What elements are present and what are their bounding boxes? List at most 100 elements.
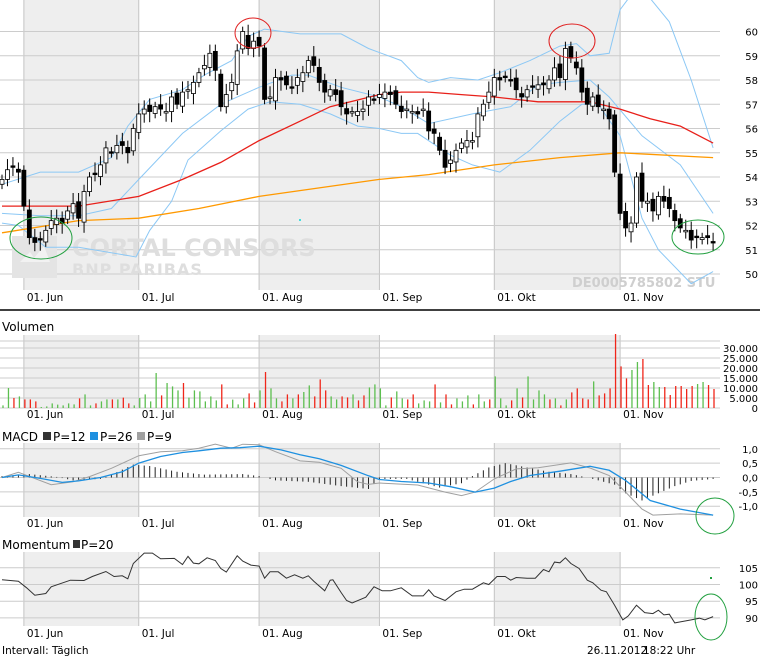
candle: [508, 68, 514, 87]
candle-body: [541, 82, 546, 86]
candle-body: [54, 217, 60, 225]
candle: [645, 192, 650, 212]
candle-body: [546, 79, 552, 90]
candle: [546, 75, 552, 94]
candle-body: [705, 235, 711, 239]
price-y-tick-label: 53: [745, 197, 758, 208]
candle: [530, 75, 535, 95]
candle-body: [212, 50, 218, 71]
volume-x-tick-label: 01. Jul: [142, 409, 175, 421]
price-y-tick-label: 59: [745, 52, 758, 63]
candle-body: [584, 87, 590, 105]
candle: [87, 172, 92, 197]
interval-label: Intervall: Täglich: [2, 645, 89, 657]
candle: [486, 81, 492, 110]
candle-body: [245, 34, 251, 49]
candle-body: [109, 151, 114, 154]
macd-x-tick-label: 01. Sep: [382, 518, 422, 530]
price-x-tick-label: 01. Nov: [623, 292, 664, 304]
legend-swatch-p20: [73, 540, 80, 548]
candle: [37, 231, 43, 251]
candle: [606, 102, 612, 130]
candle: [623, 202, 628, 237]
momentum-x-tick-label: 01. Okt: [497, 628, 536, 640]
candle: [316, 58, 322, 92]
candle: [349, 106, 355, 117]
candle: [453, 143, 459, 173]
legend-label-p9: P=9: [147, 430, 172, 444]
candle: [557, 55, 563, 87]
candle: [420, 98, 426, 117]
candle-body: [371, 98, 377, 101]
candle-body: [360, 108, 366, 112]
candle-body: [169, 96, 174, 112]
annotation-circle-green: [694, 593, 728, 641]
legend-swatch-p12: [43, 432, 51, 440]
candle-body: [119, 141, 125, 146]
candle: [491, 68, 497, 105]
volume-y-tick-label: 5.000: [729, 394, 758, 405]
candle: [584, 81, 590, 115]
candle-body: [16, 168, 21, 173]
candle-body: [382, 91, 388, 99]
candle-body: [32, 237, 38, 243]
candle-body: [508, 79, 514, 82]
candle-body: [480, 103, 486, 117]
candle-body: [267, 96, 273, 99]
candle-body: [103, 147, 109, 164]
candle-body: [70, 203, 76, 214]
macd-y-tick-label: -0,5: [738, 488, 758, 499]
candle: [639, 162, 645, 209]
candle-body: [10, 165, 16, 168]
candle-body: [387, 91, 393, 95]
candle: [54, 209, 60, 234]
candle: [371, 94, 377, 105]
macd-line: [1, 445, 714, 516]
candle: [393, 85, 399, 110]
shaded-month-band: [23, 552, 139, 626]
candle-body: [311, 56, 317, 66]
candle: [251, 32, 257, 58]
candle-body: [81, 191, 87, 223]
candle: [278, 70, 284, 91]
candle-body: [294, 77, 300, 86]
candle: [289, 76, 295, 95]
candle-body: [349, 111, 355, 114]
candle: [387, 85, 393, 106]
candle-body: [147, 104, 153, 112]
candle-body: [305, 60, 311, 74]
candle-body: [628, 222, 634, 233]
macd-x-tick-label: 01. Aug: [262, 518, 303, 530]
legend-swatch-p9: [137, 432, 145, 440]
candle: [185, 80, 191, 99]
candle: [415, 106, 421, 119]
candle: [114, 134, 120, 160]
candle: [207, 44, 213, 77]
candle: [360, 100, 366, 121]
candle-body: [590, 96, 596, 107]
shaded-month-band: [494, 335, 621, 408]
macd-x-tick-label: 01. Jul: [142, 518, 175, 530]
candle-body: [300, 72, 306, 82]
candle: [442, 139, 448, 175]
momentum-panel: 01. Jun 01. Jul 01. Aug 01. Sep 01. Okt 01. N…: [0, 552, 758, 640]
legend-label-p12: P=12: [53, 430, 86, 444]
candle-body: [486, 91, 492, 103]
candle: [327, 84, 333, 101]
candle: [688, 221, 694, 249]
macd-x-tick-label: 01. Nov: [623, 518, 664, 530]
candle: [218, 69, 224, 112]
macd-title: MACD: [2, 430, 38, 444]
candle-body: [409, 111, 415, 114]
candle-body: [656, 195, 661, 216]
momentum-y-tick-label: 100: [739, 581, 758, 592]
sma-orange-line: [1, 152, 714, 234]
candle-body: [568, 46, 574, 59]
momentum-x-tick-label: 01. Nov: [623, 628, 664, 640]
candle: [284, 71, 289, 90]
candle-body: [196, 72, 202, 83]
volume-x-tick-label: 01. Sep: [382, 409, 422, 421]
candle: [656, 191, 661, 220]
candle: [634, 172, 639, 228]
candle-body: [377, 94, 382, 98]
